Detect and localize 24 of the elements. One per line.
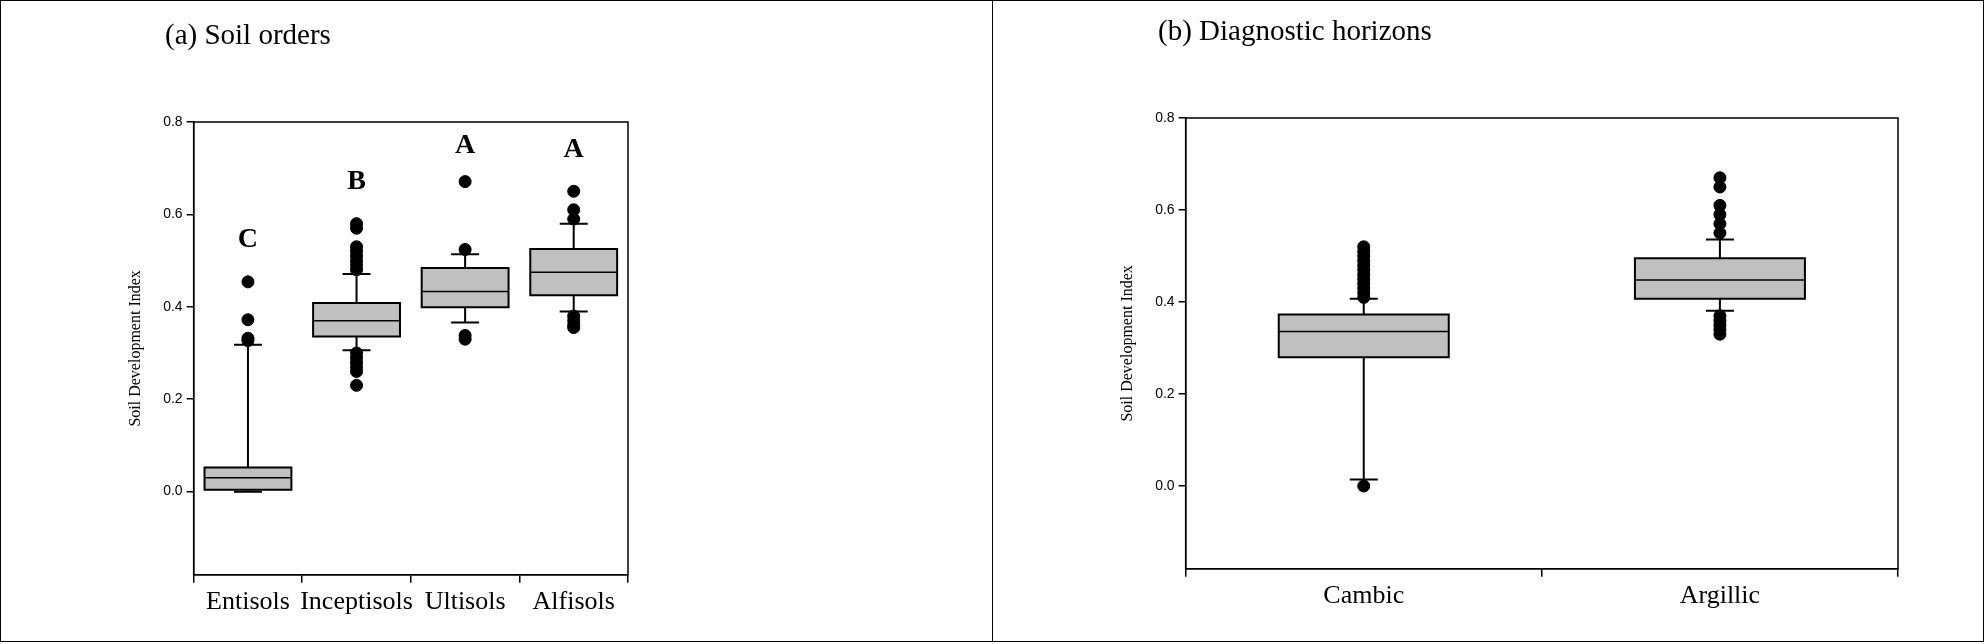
chart-title: (a) Soil orders	[165, 18, 331, 51]
x-tick-label: Alfisols	[532, 586, 615, 616]
y-tick-label: 0.2	[163, 390, 183, 407]
y-tick-label: 0.4	[1155, 292, 1175, 309]
annotation: B	[347, 163, 366, 195]
annotation: A	[455, 128, 477, 160]
y-axis-title: Soil Development Index	[1117, 265, 1136, 422]
y-tick-label: 0.6	[1155, 200, 1175, 217]
x-tick-label: Entisols	[206, 586, 290, 616]
y-axis-title: Soil Development Index	[125, 270, 144, 427]
annotation: C	[237, 222, 259, 254]
x-tick-label: Cambic	[1323, 580, 1405, 610]
y-tick-label: 0.6	[163, 205, 183, 222]
y-tick-label: 0.8	[163, 112, 183, 129]
chart-title: (b) Diagnostic horizons	[1158, 14, 1432, 47]
y-tick-label: 0.2	[1155, 384, 1175, 401]
y-tick-label: 0.8	[1155, 108, 1175, 125]
annotation: A	[563, 131, 585, 163]
y-tick-label: 0.4	[163, 297, 183, 314]
x-tick-label: Inceptisols	[300, 586, 413, 616]
y-tick-label: 0.0	[163, 482, 183, 499]
x-tick-label: Ultisols	[424, 586, 506, 616]
x-tick-label: Argillic	[1679, 580, 1761, 610]
y-tick-label: 0.0	[1155, 476, 1175, 493]
